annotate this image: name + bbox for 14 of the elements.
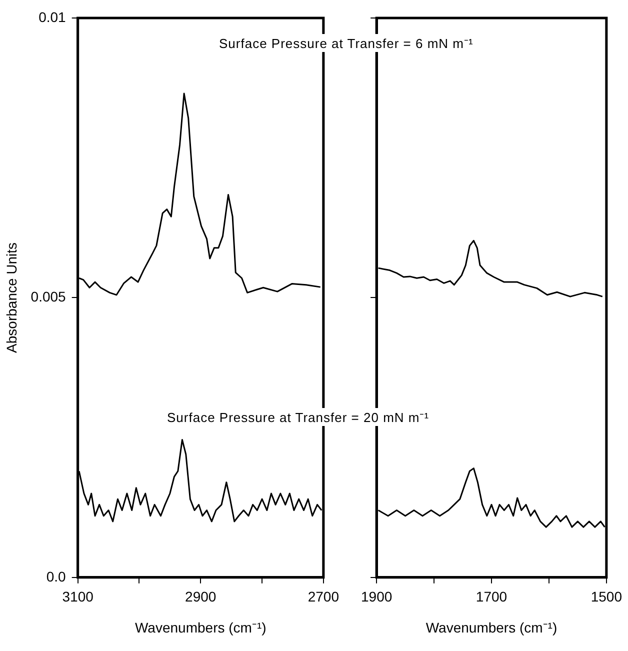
x-axis-title: Wavenumbers (cm⁻¹) (134, 619, 266, 636)
y-axis-title: Absorbance Units (3, 242, 20, 353)
x-tick-label: 2700 (308, 588, 340, 605)
x-tick-label: 1700 (476, 588, 508, 605)
x-tick-label: 3100 (62, 588, 94, 605)
y-tick-label: 0.005 (30, 288, 66, 305)
x-tick-label: 1500 (590, 588, 622, 605)
y-tick-label: 0.01 (38, 8, 66, 25)
annotation: Surface Pressure at Transfer = 20 mN m⁻¹ (165, 408, 432, 426)
x-tick-label: 1900 (360, 588, 392, 605)
x-tick-label: 2900 (185, 588, 216, 605)
y-tick-label: 0.0 (46, 568, 66, 584)
annotation: Surface Pressure at Transfer = 6 mN m⁻¹ (217, 34, 476, 52)
x-axis-title: Wavenumbers (cm⁻¹) (426, 619, 558, 636)
